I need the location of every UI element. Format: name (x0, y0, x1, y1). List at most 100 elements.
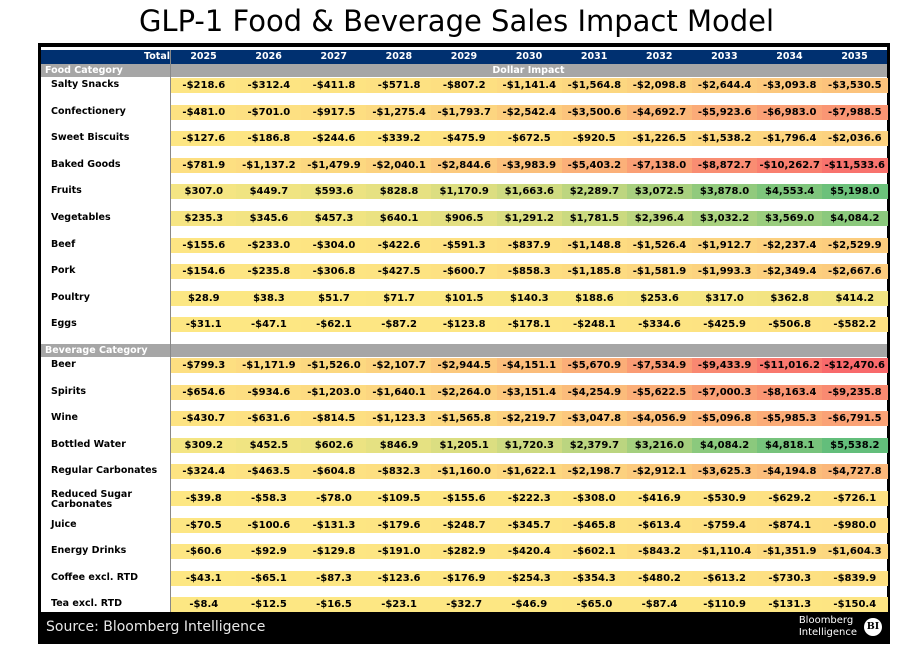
heatmap-cell: -$591.3 (431, 237, 497, 253)
heatmap-cell: -$2,107.7 (366, 358, 432, 373)
source-note: Source: Bloomberg Intelligence (46, 619, 266, 635)
heatmap-cell: $2,396.4 (626, 211, 693, 226)
heatmap-cell: $3,032.2 (691, 211, 758, 226)
heatmap-cell: $1,170.9 (431, 184, 497, 200)
heatmap-cell: $1,781.5 (561, 211, 628, 226)
heatmap-cell: -$58.3 (236, 491, 302, 506)
heatmap-cell: -$1,912.7 (691, 237, 758, 253)
heatmap-cell: -$1,526.0 (301, 358, 367, 373)
heatmap-cell: -$799.3 (171, 358, 237, 373)
heatmap-cell: -$4,151.1 (496, 358, 563, 373)
heatmap-cell: -$306.8 (301, 264, 367, 280)
heatmap-cell: -$78.0 (301, 491, 367, 506)
heatmap-cell: -$11,533.6 (822, 157, 888, 173)
heatmap-cell: -$475.9 (431, 131, 497, 147)
heatmap-cell: -$70.5 (171, 517, 237, 533)
heatmap-cell: -$334.6 (626, 317, 693, 333)
heatmap-cell: -$339.2 (366, 131, 432, 147)
heatmap-cell: -$12.5 (236, 597, 302, 613)
heatmap-cell: -$480.2 (626, 570, 693, 586)
row-label: Juice (51, 518, 77, 530)
heatmap-cell: -$248.1 (561, 317, 628, 333)
heatmap-cell: -$2,644.4 (691, 78, 758, 93)
heatmap-cell: -$2,944.5 (431, 358, 497, 373)
heatmap-cell: $5,198.0 (822, 184, 888, 200)
heatmap-cell: -$16.5 (301, 597, 367, 613)
heatmap-cell: -$32.7 (431, 597, 497, 613)
heatmap-cell: -$1,226.5 (626, 131, 693, 147)
heatmap-cell: $452.5 (236, 437, 302, 453)
heatmap-cell: -$1,538.2 (691, 131, 758, 147)
heatmap-cell: -$218.6 (171, 78, 237, 93)
heatmap-cell: -$324.4 (171, 464, 237, 480)
heatmap-cell: -$1,160.0 (431, 464, 497, 480)
heatmap-cell: -$602.1 (561, 544, 628, 560)
heatmap-cell: -$1,640.1 (366, 384, 432, 400)
heatmap-cell: -$6,983.0 (756, 104, 823, 120)
heatmap-cell: -$179.6 (366, 517, 432, 533)
heatmap-cell: -$858.3 (496, 264, 563, 280)
heatmap-cell: -$155.6 (431, 491, 497, 506)
heatmap-cell: -$1,526.4 (626, 237, 693, 253)
column-header-2033: 2033 (711, 51, 738, 62)
column-header-2031: 2031 (580, 51, 608, 62)
heatmap-cell: -$47.1 (236, 317, 302, 333)
heatmap-cell: -$131.3 (301, 517, 367, 533)
row-label: Beef (51, 238, 76, 250)
heatmap-cell: -$2,529.9 (822, 237, 888, 253)
column-header-row: Total 2025 2026 2027 2028 2029 2030 2031 2032 20… (41, 50, 887, 64)
heatmap-cell: -$4,254.9 (561, 384, 628, 400)
heatmap-cell: $414.2 (822, 290, 888, 306)
row-label: Eggs (51, 318, 77, 330)
heatmap-cell: -$1,581.9 (626, 264, 693, 280)
heatmap-cell: -$3,047.8 (561, 411, 628, 427)
column-header-2035: 2035 (841, 51, 868, 62)
heatmap-cell: -$2,237.4 (756, 237, 823, 253)
heatmap-cell: -$1,793.7 (431, 104, 497, 120)
heatmap-cell: $4,553.4 (756, 184, 823, 200)
corner-label: Total (144, 51, 170, 62)
heatmap-cell: $38.3 (236, 290, 302, 306)
heatmap-cell: -$6,791.5 (822, 411, 888, 427)
heatmap-cell: -$254.3 (496, 570, 563, 586)
heatmap-cell: -$5,622.5 (626, 384, 693, 400)
heatmap-cell: -$600.7 (431, 264, 497, 280)
heatmap-cell: -$7,138.0 (626, 157, 693, 173)
heatmap-cell: -$312.4 (236, 78, 302, 93)
heatmap-cell: -$1,171.9 (236, 358, 302, 373)
heatmap-cell: -$2,844.6 (431, 157, 497, 173)
heatmap-cell: -$2,198.7 (561, 464, 628, 480)
row-label: Salty Snacks (51, 79, 120, 90)
column-header-2025: 2025 (190, 51, 217, 62)
heatmap-cell: -$481.0 (171, 104, 237, 120)
column-header-2034: 2034 (776, 51, 803, 62)
heatmap-cell: -$39.8 (171, 491, 237, 506)
category-header-beverage: Beverage Category (41, 344, 887, 357)
unit-label: Dollar Impact (492, 65, 565, 76)
bi-logo-icon: BI (864, 618, 882, 636)
heatmap-cell: -$1,137.2 (236, 157, 302, 173)
heatmap-cell: -$3,530.5 (822, 78, 888, 93)
heatmap-cell: -$2,040.1 (366, 157, 432, 173)
heatmap-cell: -$1,351.9 (756, 544, 823, 560)
heatmap-cell: $846.9 (366, 437, 432, 453)
heatmap-cell: -$843.2 (626, 544, 693, 560)
heatmap-cell: -$87.4 (626, 597, 693, 613)
heatmap-cell: -$10,262.7 (756, 157, 823, 173)
heatmap-cell: -$191.0 (366, 544, 432, 560)
heatmap-cell: $188.6 (561, 290, 628, 306)
heatmap-cell: -$4,194.8 (756, 464, 823, 480)
heatmap-cell: -$176.9 (431, 570, 497, 586)
category-header-food: Food Category Dollar Impact (41, 64, 887, 77)
heatmap-cell: -$127.6 (171, 131, 237, 147)
heatmap-cell: -$345.7 (496, 517, 563, 533)
heatmap-cell: -$65.1 (236, 570, 302, 586)
heatmap-cell: -$7,000.3 (691, 384, 758, 400)
brand-line1: Bloomberg (798, 615, 854, 626)
row-label: Baked Goods (51, 158, 121, 170)
heatmap-cell: -$46.9 (496, 597, 563, 613)
heatmap-cell: -$109.5 (366, 491, 432, 506)
heatmap-cell: -$2,349.4 (756, 264, 823, 280)
heatmap-cell: -$2,667.6 (822, 264, 888, 280)
heatmap-cell: -$43.1 (171, 570, 237, 586)
